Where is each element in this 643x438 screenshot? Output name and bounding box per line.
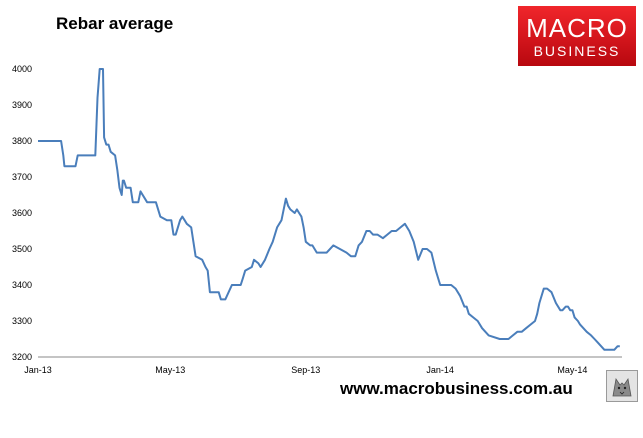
y-tick-label: 3200 <box>12 352 32 362</box>
x-tick-label: Jan-14 <box>426 365 454 375</box>
logo-line-1: MACRO <box>526 13 628 43</box>
y-tick-label: 3700 <box>12 172 32 182</box>
macrobusiness-logo: MACRO BUSINESS <box>518 6 636 66</box>
x-tick-label: Jan-13 <box>24 365 52 375</box>
line-chart: 3200 3300 3400 3500 3600 3700 3800 3900 4000 Jan… <box>12 64 622 375</box>
y-tick-label: 3500 <box>12 244 32 254</box>
y-tick-label: 3900 <box>12 100 32 110</box>
wolf-icon <box>606 370 638 402</box>
x-tick-label: Sep-13 <box>291 365 320 375</box>
x-tick-label: May-13 <box>155 365 185 375</box>
footer-url: www.macrobusiness.com.au <box>340 379 573 398</box>
chart-title: Rebar average <box>56 14 174 33</box>
y-tick-label: 3300 <box>12 316 32 326</box>
y-tick-label: 3600 <box>12 208 32 218</box>
x-tick-label: May-14 <box>557 365 587 375</box>
y-tick-label: 3400 <box>12 280 32 290</box>
x-axis-labels: Jan-13 May-13 Sep-13 Jan-14 May-14 <box>24 365 587 375</box>
y-tick-label: 4000 <box>12 64 32 74</box>
series-line <box>38 68 620 351</box>
y-axis-labels: 3200 3300 3400 3500 3600 3700 3800 3900 4000 <box>12 64 32 362</box>
logo-line-2: BUSINESS <box>533 43 621 59</box>
y-tick-label: 3800 <box>12 136 32 146</box>
